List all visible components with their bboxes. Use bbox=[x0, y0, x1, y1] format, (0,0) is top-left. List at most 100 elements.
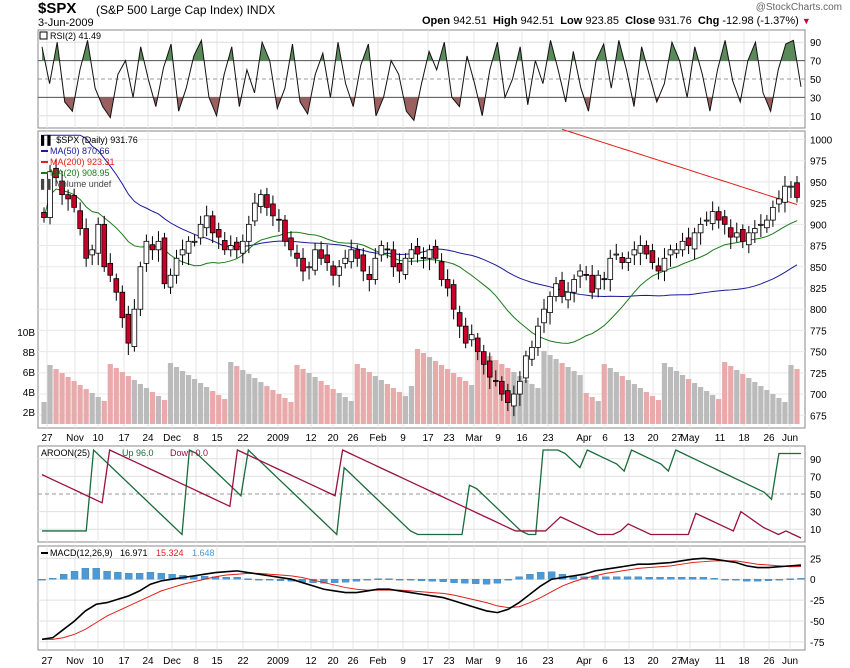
volume-bar bbox=[463, 381, 469, 424]
price-candle bbox=[408, 249, 415, 259]
price-candle bbox=[685, 237, 692, 246]
macd-histogram-bar bbox=[623, 576, 632, 580]
open-label: Open bbox=[422, 15, 451, 27]
volume-bar bbox=[408, 386, 415, 424]
x-tick-label-bottom: 13 bbox=[623, 656, 635, 667]
macd-histogram-bar bbox=[157, 573, 165, 580]
volume-bar bbox=[589, 397, 595, 424]
price-candle bbox=[179, 249, 186, 256]
price-y-tick: 925 bbox=[810, 199, 827, 210]
volume-bar bbox=[348, 401, 354, 424]
macd-histogram-bar bbox=[450, 579, 458, 583]
rsi-y-tick: 90 bbox=[810, 38, 822, 49]
price-candle bbox=[643, 245, 650, 255]
price-y-tick: 900 bbox=[810, 220, 827, 231]
price-candle bbox=[782, 185, 788, 203]
price-candle bbox=[752, 228, 758, 234]
price-candle bbox=[324, 254, 330, 263]
stockcharts-credit[interactable]: @StockCharts.com bbox=[755, 2, 842, 13]
macd-histogram-bar bbox=[710, 578, 718, 580]
price-candle bbox=[155, 240, 162, 251]
volume-bar bbox=[571, 371, 577, 424]
volume-bar bbox=[547, 355, 553, 424]
volume-bar bbox=[752, 382, 758, 424]
x-tick-label-top: 27 bbox=[671, 433, 683, 444]
volume-bar bbox=[204, 387, 210, 424]
x-tick-label-bottom: 23 bbox=[542, 656, 554, 667]
price-candle bbox=[318, 249, 324, 259]
volume-bar bbox=[487, 356, 493, 424]
macd-value-legend: 16.971 bbox=[120, 548, 148, 558]
volume-bar bbox=[414, 349, 421, 424]
price-candle bbox=[390, 249, 397, 268]
macd-histogram-bar bbox=[743, 579, 751, 582]
price-candle bbox=[667, 249, 674, 256]
macd-histogram-bar bbox=[114, 572, 122, 580]
aroon-y-tick: 30 bbox=[810, 508, 822, 519]
volume-bar bbox=[198, 383, 204, 424]
x-tick-label-bottom: 26 bbox=[763, 656, 775, 667]
macd-histogram-bar bbox=[472, 579, 480, 584]
volume-bar bbox=[613, 372, 619, 424]
macd-histogram-bar bbox=[396, 579, 404, 581]
x-tick-label-top: 9 bbox=[400, 433, 406, 444]
macd-histogram-bar bbox=[266, 579, 274, 581]
volume-bar bbox=[143, 388, 150, 424]
rsi-y-tick: 70 bbox=[810, 57, 822, 68]
macd-histogram-bar bbox=[135, 573, 144, 580]
volume-bar bbox=[95, 397, 101, 424]
x-tick-label-bottom: Dec bbox=[163, 656, 181, 667]
macd-histogram-bar bbox=[786, 578, 794, 580]
price-candle bbox=[703, 219, 710, 222]
macd-hist-legend: 1.648 bbox=[192, 548, 215, 558]
macd-legend-label: MACD(12,26,9) bbox=[50, 548, 113, 558]
price-candle bbox=[209, 215, 216, 234]
price-candle bbox=[444, 279, 451, 289]
volume-bar bbox=[469, 385, 475, 424]
price-candle bbox=[559, 279, 565, 297]
price-candle bbox=[173, 257, 180, 276]
volume-bar bbox=[324, 385, 330, 424]
price-candle bbox=[137, 266, 144, 310]
volume-bar bbox=[240, 370, 246, 424]
macd-histogram-bar bbox=[428, 579, 436, 582]
price-candle bbox=[41, 212, 47, 218]
x-tick-label-bottom: Mar bbox=[465, 656, 483, 667]
volume-y-tick: 2B bbox=[23, 408, 36, 419]
x-tick-label-bottom: 8 bbox=[193, 656, 199, 667]
x-tick-label-top: 10 bbox=[92, 433, 104, 444]
volume-bar bbox=[294, 365, 300, 424]
macd-histogram-bar bbox=[797, 578, 805, 580]
volume-bar bbox=[667, 367, 674, 424]
x-tick-label-top: Nov bbox=[66, 433, 84, 444]
volume-bar bbox=[649, 396, 656, 424]
price-candle bbox=[348, 249, 355, 263]
price-candle bbox=[294, 252, 300, 259]
volume-bar bbox=[432, 361, 439, 424]
price-candle bbox=[499, 380, 505, 395]
price-candle bbox=[535, 325, 541, 348]
ticker-symbol: $SPX bbox=[38, 0, 77, 17]
price-candle bbox=[517, 380, 523, 395]
macd-histogram-bar bbox=[753, 579, 762, 582]
down-arrow-icon: ▼ bbox=[801, 16, 811, 26]
volume-bar bbox=[716, 399, 722, 424]
volume-bar bbox=[685, 379, 692, 424]
price-candle bbox=[119, 291, 126, 319]
volume-bar bbox=[655, 400, 662, 424]
price-candle bbox=[372, 257, 379, 280]
volume-bar bbox=[457, 377, 463, 424]
macd-histogram-bar bbox=[320, 579, 328, 584]
price-y-tick: 825 bbox=[810, 284, 827, 295]
volume-bar bbox=[782, 402, 788, 424]
volume-bar bbox=[445, 369, 451, 424]
x-tick-label-bottom: 23 bbox=[443, 656, 455, 667]
macd-signal-line bbox=[42, 560, 802, 640]
price-candle bbox=[203, 215, 210, 229]
price-candle bbox=[71, 195, 77, 208]
price-candle bbox=[655, 265, 662, 272]
volume-bar bbox=[426, 357, 433, 424]
price-candle bbox=[125, 313, 132, 344]
volume-bar bbox=[788, 365, 794, 424]
macd-histogram-bar bbox=[363, 579, 371, 581]
